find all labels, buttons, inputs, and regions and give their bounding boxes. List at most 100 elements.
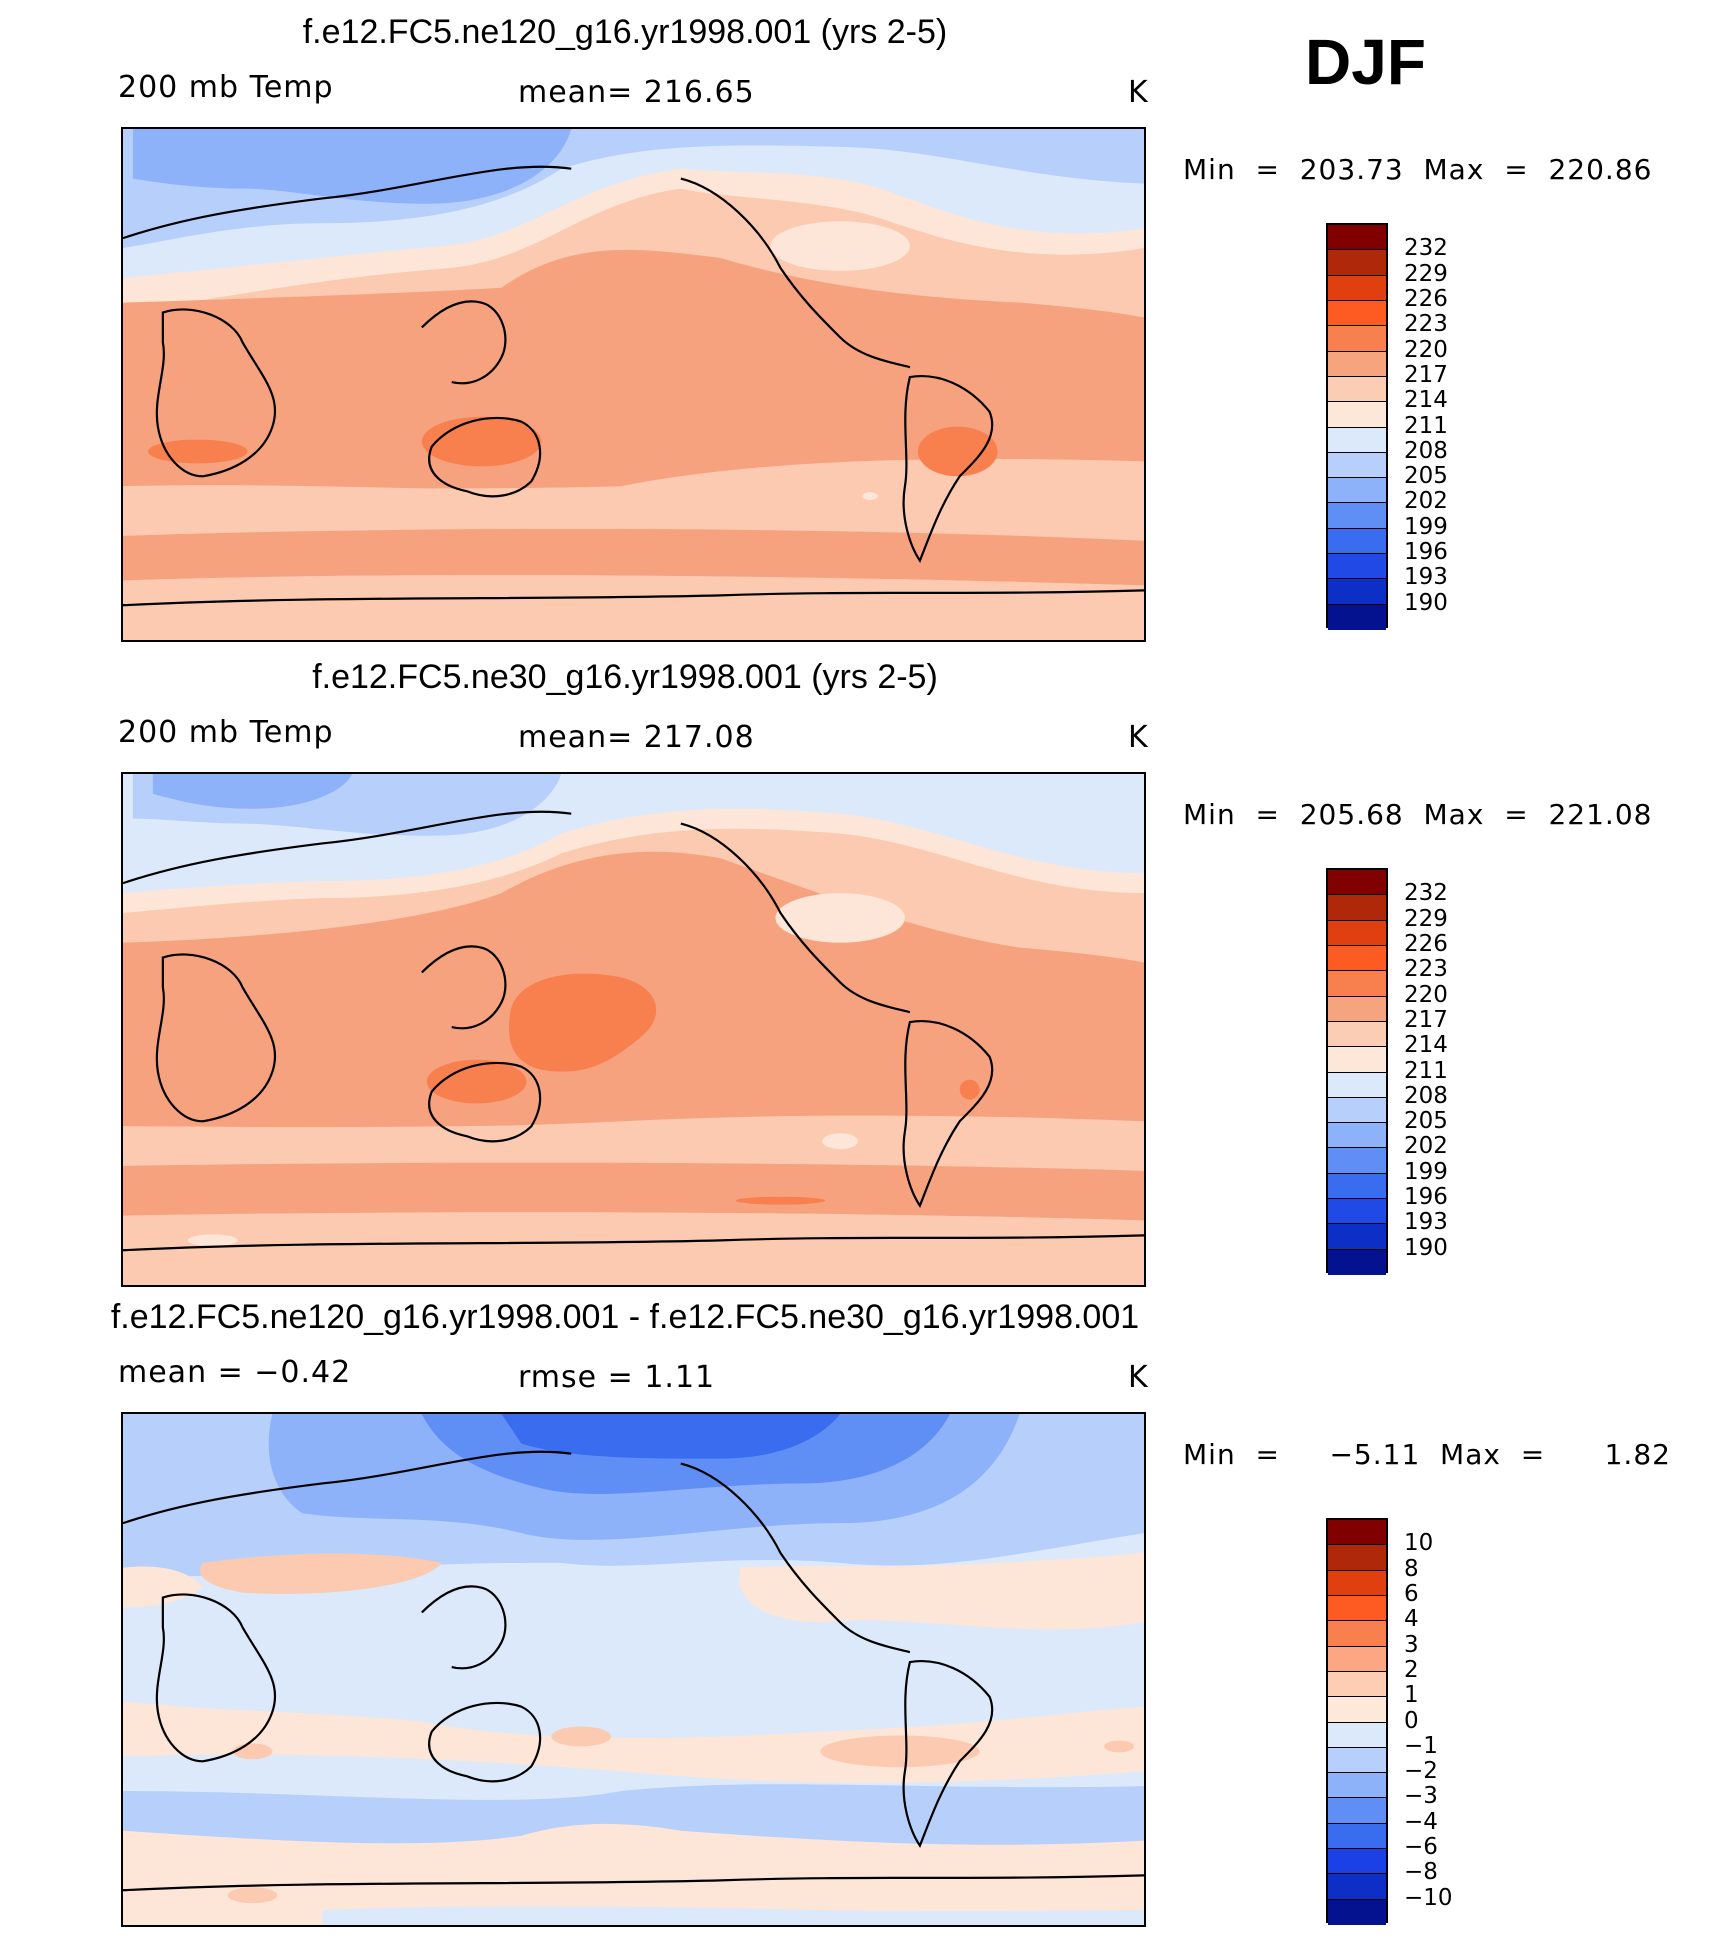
min-max-label: Min = 205.68 Max = 221.08	[1183, 798, 1653, 831]
colorbar-tick-label: −2	[1404, 1758, 1438, 1785]
colorbar-swatch	[1328, 1021, 1386, 1048]
colorbar-swatch	[1328, 1697, 1386, 1723]
colorbar-swatch	[1328, 452, 1386, 479]
colorbar-tick-label: 10	[1404, 1530, 1434, 1557]
colorbar	[1326, 223, 1388, 630]
colorbar-tick-label: 202	[1404, 1133, 1448, 1160]
colorbar-swatch	[1328, 1224, 1386, 1250]
colorbar-tick-label: 196	[1404, 1184, 1448, 1211]
colorbar-swatch	[1328, 870, 1386, 896]
colorbar-swatch	[1328, 1823, 1386, 1850]
colorbar-swatch	[1328, 945, 1386, 972]
colorbar-swatch	[1328, 376, 1386, 403]
colorbar-tick-label: 220	[1404, 981, 1448, 1008]
colorbar-swatch	[1328, 1123, 1386, 1149]
colorbar-swatch	[1328, 920, 1386, 946]
colorbar-tick-label: 3	[1404, 1631, 1419, 1658]
colorbar-tick-label: 214	[1404, 387, 1448, 414]
colorbar-tick-label: −6	[1404, 1834, 1438, 1861]
colorbar-swatch	[1328, 1097, 1386, 1124]
colorbar-swatch	[1328, 351, 1386, 377]
mean-label: mean = −0.42	[118, 1355, 352, 1390]
colorbar-tick-label: 193	[1404, 1209, 1448, 1236]
colorbar-swatch	[1328, 1747, 1386, 1774]
colorbar-tick-label: 205	[1404, 1108, 1448, 1135]
variable-label: 200 mb Temp	[118, 70, 334, 105]
min-max-label: Min = −5.11 Max = 1.82	[1183, 1438, 1671, 1471]
colorbar-swatch	[1328, 579, 1386, 605]
temperature-map	[121, 772, 1146, 1287]
colorbar-swatch	[1328, 1570, 1386, 1596]
colorbar-swatch	[1328, 971, 1386, 997]
colorbar-swatch	[1328, 1874, 1386, 1900]
colorbar-tick-label: 217	[1404, 1006, 1448, 1033]
colorbar-swatch	[1328, 528, 1386, 555]
difference-map	[121, 1412, 1146, 1927]
colorbar-swatch	[1328, 1621, 1386, 1647]
colorbar-tick-label: 232	[1404, 880, 1448, 907]
colorbar-swatch	[1328, 1849, 1386, 1875]
colorbar-tick-label: 205	[1404, 463, 1448, 490]
colorbar-tick-label: −1	[1404, 1732, 1438, 1759]
colorbar-swatch	[1328, 427, 1386, 453]
colorbar-swatch	[1328, 300, 1386, 327]
colorbar-swatch	[1328, 1148, 1386, 1174]
colorbar	[1326, 868, 1388, 1275]
colorbar-swatch	[1328, 1520, 1386, 1546]
colorbar-swatch	[1328, 1899, 1386, 1925]
colorbar-tick-label: 4	[1404, 1606, 1419, 1633]
colorbar-tick-label: 223	[1404, 956, 1448, 983]
colorbar-tick-label: 226	[1404, 930, 1448, 957]
temperature-map	[121, 127, 1146, 642]
colorbar-tick-label: 0	[1404, 1707, 1419, 1734]
panel-title: f.e12.FC5.ne30_g16.yr1998.001 (yrs 2-5)	[312, 658, 938, 696]
colorbar-tick-label: 2	[1404, 1656, 1419, 1683]
colorbar-tick-label: 202	[1404, 488, 1448, 515]
colorbar-swatch	[1328, 1646, 1386, 1672]
colorbar-tick-label: 8	[1404, 1555, 1419, 1582]
colorbar-swatch	[1328, 895, 1386, 921]
colorbar-tick-label: 193	[1404, 564, 1448, 591]
variable-label: 200 mb Temp	[118, 715, 334, 750]
colorbar-tick-label: 211	[1404, 412, 1448, 439]
colorbar-swatch	[1328, 478, 1386, 504]
colorbar-tick-label: 199	[1404, 1158, 1448, 1185]
colorbar-tick-label: 211	[1404, 1057, 1448, 1084]
colorbar-tick-label: −4	[1404, 1808, 1438, 1835]
panel-difference: f.e12.FC5.ne120_g16.yr1998.001 - f.e12.F…	[0, 1298, 1710, 1940]
unit-label: K	[1128, 75, 1148, 110]
colorbar-tick-label: 223	[1404, 311, 1448, 338]
colorbar-swatch	[1328, 996, 1386, 1022]
colorbar-tick-label: 229	[1404, 905, 1448, 932]
colorbar-tick-label: 1	[1404, 1682, 1419, 1709]
colorbar-tick-label: −8	[1404, 1859, 1438, 1886]
colorbar-swatch	[1328, 1173, 1386, 1200]
colorbar-swatch	[1328, 275, 1386, 301]
rmse-label: rmse = 1.11	[518, 1360, 716, 1395]
colorbar-tick-label: −10	[1404, 1884, 1453, 1911]
unit-label: K	[1128, 1360, 1148, 1395]
mean-label: mean= 216.65	[518, 75, 755, 110]
colorbar-tick-label: 220	[1404, 336, 1448, 363]
panel-ne30: f.e12.FC5.ne30_g16.yr1998.001 (yrs 2-5) …	[0, 658, 1710, 1300]
colorbar-swatch	[1328, 1671, 1386, 1698]
colorbar-swatch	[1328, 1722, 1386, 1748]
colorbar-swatch	[1328, 604, 1386, 630]
colorbar	[1326, 1518, 1388, 1925]
colorbar-swatch	[1328, 1072, 1386, 1098]
colorbar-tick-label: 190	[1404, 1234, 1448, 1261]
colorbar-tick-label: 208	[1404, 1082, 1448, 1109]
colorbar-swatch	[1328, 1249, 1386, 1275]
mean-label: mean= 217.08	[518, 720, 755, 755]
colorbar-swatch	[1328, 250, 1386, 276]
unit-label: K	[1128, 720, 1148, 755]
panel-title: f.e12.FC5.ne120_g16.yr1998.001 - f.e12.F…	[110, 1298, 1140, 1336]
season-label: DJF	[1305, 26, 1426, 98]
colorbar-swatch	[1328, 1545, 1386, 1571]
colorbar-swatch	[1328, 1199, 1386, 1225]
colorbar-tick-label: 199	[1404, 513, 1448, 540]
colorbar-swatch	[1328, 503, 1386, 529]
panel-title: f.e12.FC5.ne120_g16.yr1998.001 (yrs 2-5)	[302, 13, 948, 51]
colorbar-swatch	[1328, 1798, 1386, 1824]
colorbar-swatch	[1328, 554, 1386, 580]
